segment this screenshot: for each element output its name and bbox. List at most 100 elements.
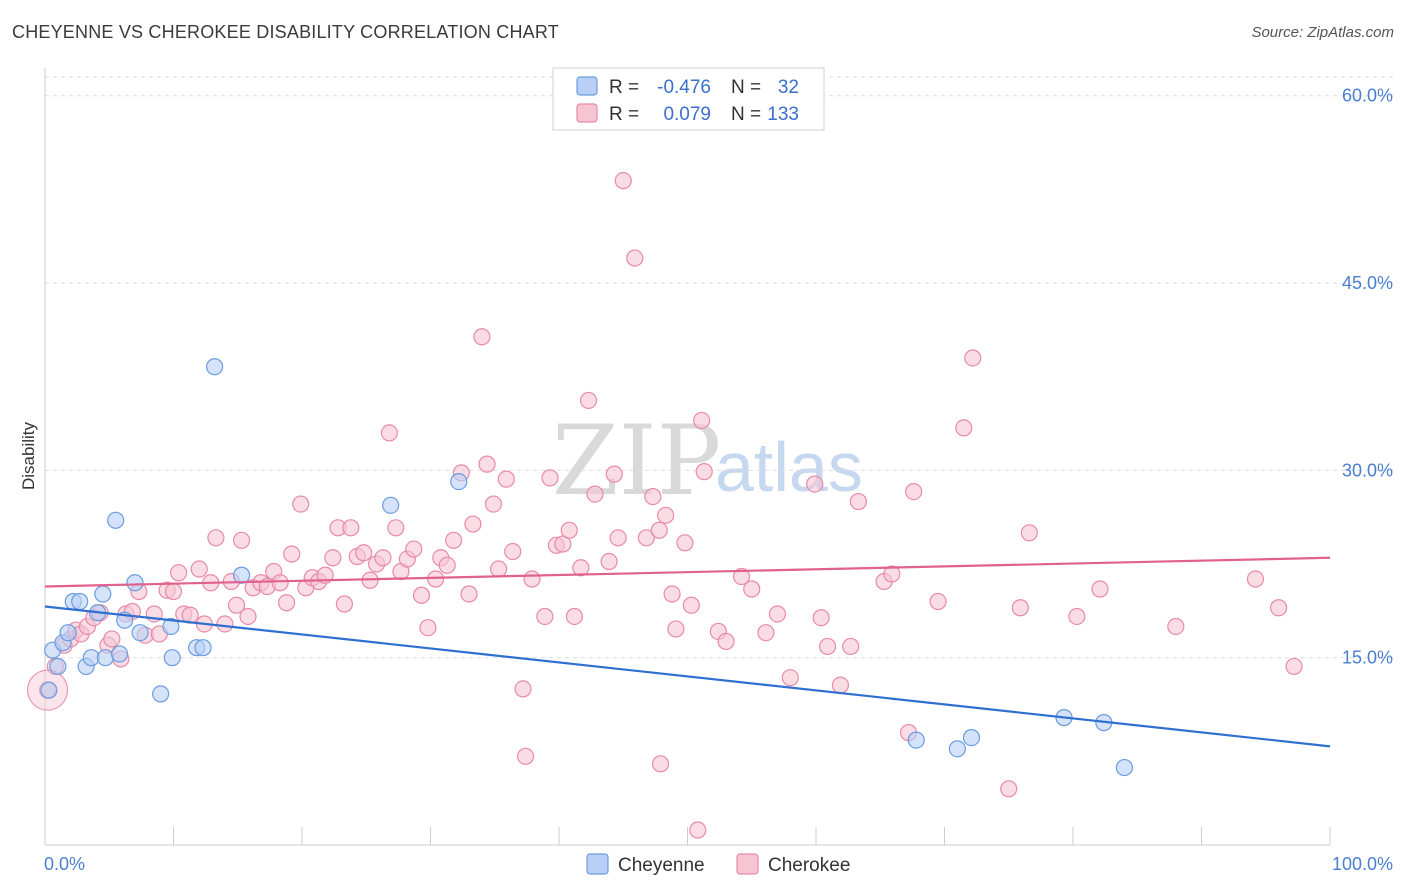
cheyenne-point-13 — [110, 645, 129, 663]
cherokee-point-111 — [818, 637, 837, 656]
cherokee-point-79 — [554, 535, 572, 553]
cheyenne-point-11 — [96, 649, 114, 667]
cheyenne-point-26 — [907, 731, 925, 749]
cherokee-point-71 — [497, 470, 515, 488]
cherokee-point-77 — [541, 469, 559, 487]
cheyenne-point-4 — [59, 624, 77, 642]
cheyenne-point-31 — [1115, 758, 1134, 777]
cherokee-point-116 — [883, 565, 901, 583]
cherokee-point-89 — [626, 249, 644, 267]
cherokee-point-123 — [1011, 599, 1029, 617]
cherokee-point-84 — [586, 485, 604, 503]
cherokee-point-36 — [271, 574, 289, 592]
cherokee-point-19 — [164, 582, 183, 601]
cherokee-point-76 — [536, 607, 554, 626]
chart-title: CHEYENNE VS CHEROKEE DISABILITY CORRELAT… — [12, 22, 559, 42]
cherokee-point-57 — [405, 540, 423, 558]
cherokee-point-101 — [695, 463, 713, 481]
cherokee-point-37 — [277, 594, 296, 612]
cherokee-point-44 — [324, 549, 342, 567]
legend-n-value-cheyenne: 32 — [778, 77, 799, 98]
cheyenne-point-27 — [948, 740, 966, 758]
watermark-zip: ZIP — [552, 405, 721, 517]
chart-source: Source: ZipAtlas.com — [1251, 24, 1394, 41]
legend-frame — [552, 67, 825, 131]
cherokee-point-66 — [464, 515, 482, 533]
cherokee-point-125 — [1068, 607, 1086, 626]
cheyenne-points — [40, 358, 1134, 777]
x-ticks — [44, 827, 1331, 845]
cherokee-point-112 — [831, 676, 850, 694]
cheyenne-point-24 — [382, 496, 400, 514]
cheyenne-point-19 — [163, 649, 181, 667]
cherokee-point-60 — [427, 570, 445, 588]
cheyenne-point-21 — [194, 639, 212, 657]
cherokee-point-127 — [1167, 617, 1185, 636]
cherokee-trend-line — [44, 556, 1331, 588]
cherokee-point-113 — [842, 637, 860, 656]
cheyenne-point-23 — [233, 566, 251, 584]
cherokee-point-74 — [516, 747, 535, 765]
cherokee-point-67 — [473, 328, 491, 346]
cherokee-point-49 — [355, 544, 373, 562]
cherokee-point-114 — [849, 492, 868, 511]
y-axis-title: Disability — [19, 421, 38, 490]
cherokee-point-65 — [460, 585, 478, 603]
cherokee-point-82 — [572, 559, 590, 577]
cheyenne-point-25 — [450, 473, 468, 491]
cherokee-point-81 — [565, 607, 584, 626]
cheyenne-point-15 — [126, 574, 144, 592]
bottom-legend-swatch-cherokee — [736, 853, 759, 875]
cherokee-point-46 — [335, 595, 354, 613]
bottom-legend-label-cherokee: Cherokee — [768, 855, 850, 876]
cherokee-point-93 — [651, 755, 670, 773]
cheyenne-point-12 — [107, 511, 125, 529]
cherokee-point-26 — [207, 529, 225, 547]
bottom-legend-swatch-cheyenne — [586, 853, 609, 875]
cheyenne-point-2 — [49, 657, 67, 676]
cherokee-point-128 — [1246, 570, 1265, 588]
cherokee-point-85 — [600, 552, 618, 571]
cherokee-point-73 — [514, 680, 532, 698]
cherokee-point-68 — [478, 455, 496, 473]
cherokee-point-63 — [445, 531, 463, 549]
cherokee-point-80 — [560, 521, 578, 539]
series-legend: Cheyenne Cherokee — [586, 853, 850, 876]
cherokee-point-98 — [682, 596, 700, 614]
cherokee-point-129 — [1269, 599, 1288, 617]
cherokee-point-58 — [412, 586, 431, 604]
legend-swatch-cheyenne — [576, 76, 598, 96]
cherokee-point-104 — [732, 567, 751, 586]
cherokee-point-86 — [605, 465, 623, 483]
cherokee-point-107 — [768, 605, 787, 623]
cherokee-point-31 — [239, 607, 257, 626]
cherokee-point-121 — [964, 349, 982, 367]
cherokee-point-122 — [1000, 780, 1018, 798]
cherokee-point-118 — [905, 482, 923, 501]
cheyenne-point-17 — [152, 685, 170, 703]
cherokee-point-62 — [438, 556, 456, 574]
cherokee-point-27 — [216, 615, 234, 633]
legend-swatch-cherokee — [576, 103, 598, 123]
cheyenne-point-0 — [40, 681, 58, 699]
cherokee-point-126 — [1091, 580, 1109, 598]
cherokee-point-38 — [283, 545, 301, 563]
watermark: ZIP atlas — [552, 405, 863, 517]
cherokee-point-105 — [743, 580, 761, 598]
cherokee-point-69 — [484, 495, 503, 513]
cherokee-point-95 — [663, 585, 681, 603]
cherokee-point-20 — [170, 564, 188, 582]
cherokee-point-59 — [419, 619, 437, 637]
cheyenne-point-22 — [206, 358, 224, 376]
cherokee-point-10 — [103, 630, 121, 648]
cherokee-point-70 — [490, 560, 508, 578]
cheyenne-point-16 — [131, 624, 149, 642]
legend-n-label-cheyenne: N = — [731, 77, 761, 98]
y-tick-label-15: 15.0% — [1342, 648, 1393, 668]
stats-legend: R = -0.476 N = 32 R = 0.079 N = 133 — [552, 67, 825, 131]
cherokee-point-97 — [676, 534, 694, 552]
cherokee-point-52 — [374, 549, 392, 567]
cherokee-point-87 — [609, 529, 627, 547]
legend-n-label-cherokee: N = — [731, 104, 761, 125]
